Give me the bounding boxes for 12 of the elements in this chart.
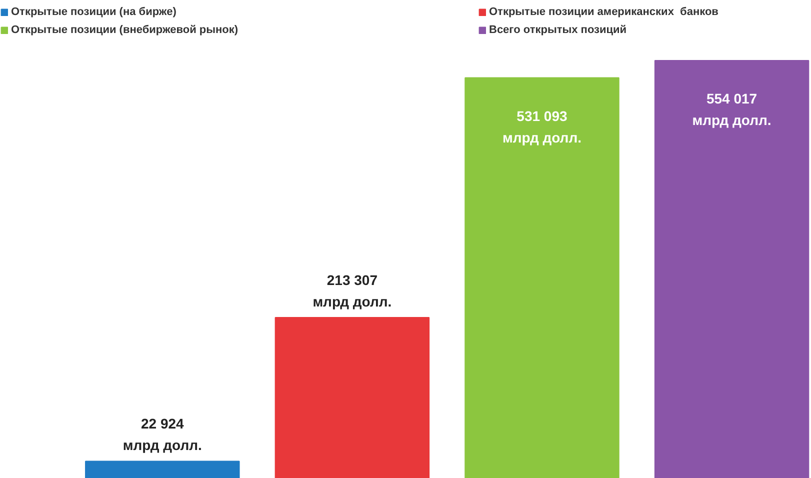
legend-label: Всего открытых позиций bbox=[489, 24, 627, 36]
bar bbox=[654, 60, 810, 478]
legend-label: Открытые позиции американских банков bbox=[489, 6, 718, 18]
data-label: 213 307 млрд долл. bbox=[312, 272, 392, 310]
bar bbox=[464, 77, 620, 478]
data-label: 554 017 млрд долл. bbox=[692, 90, 772, 128]
bar bbox=[85, 460, 240, 478]
data-label: 22 924 млрд долл. bbox=[122, 416, 202, 454]
data-label: 531 093 млрд долл. bbox=[502, 108, 582, 146]
legend-label: Открытые позиции (на бирже) bbox=[11, 6, 176, 18]
legend-label: Открытые позиции (внебиржевой рынок) bbox=[11, 24, 238, 36]
bar bbox=[274, 317, 430, 478]
